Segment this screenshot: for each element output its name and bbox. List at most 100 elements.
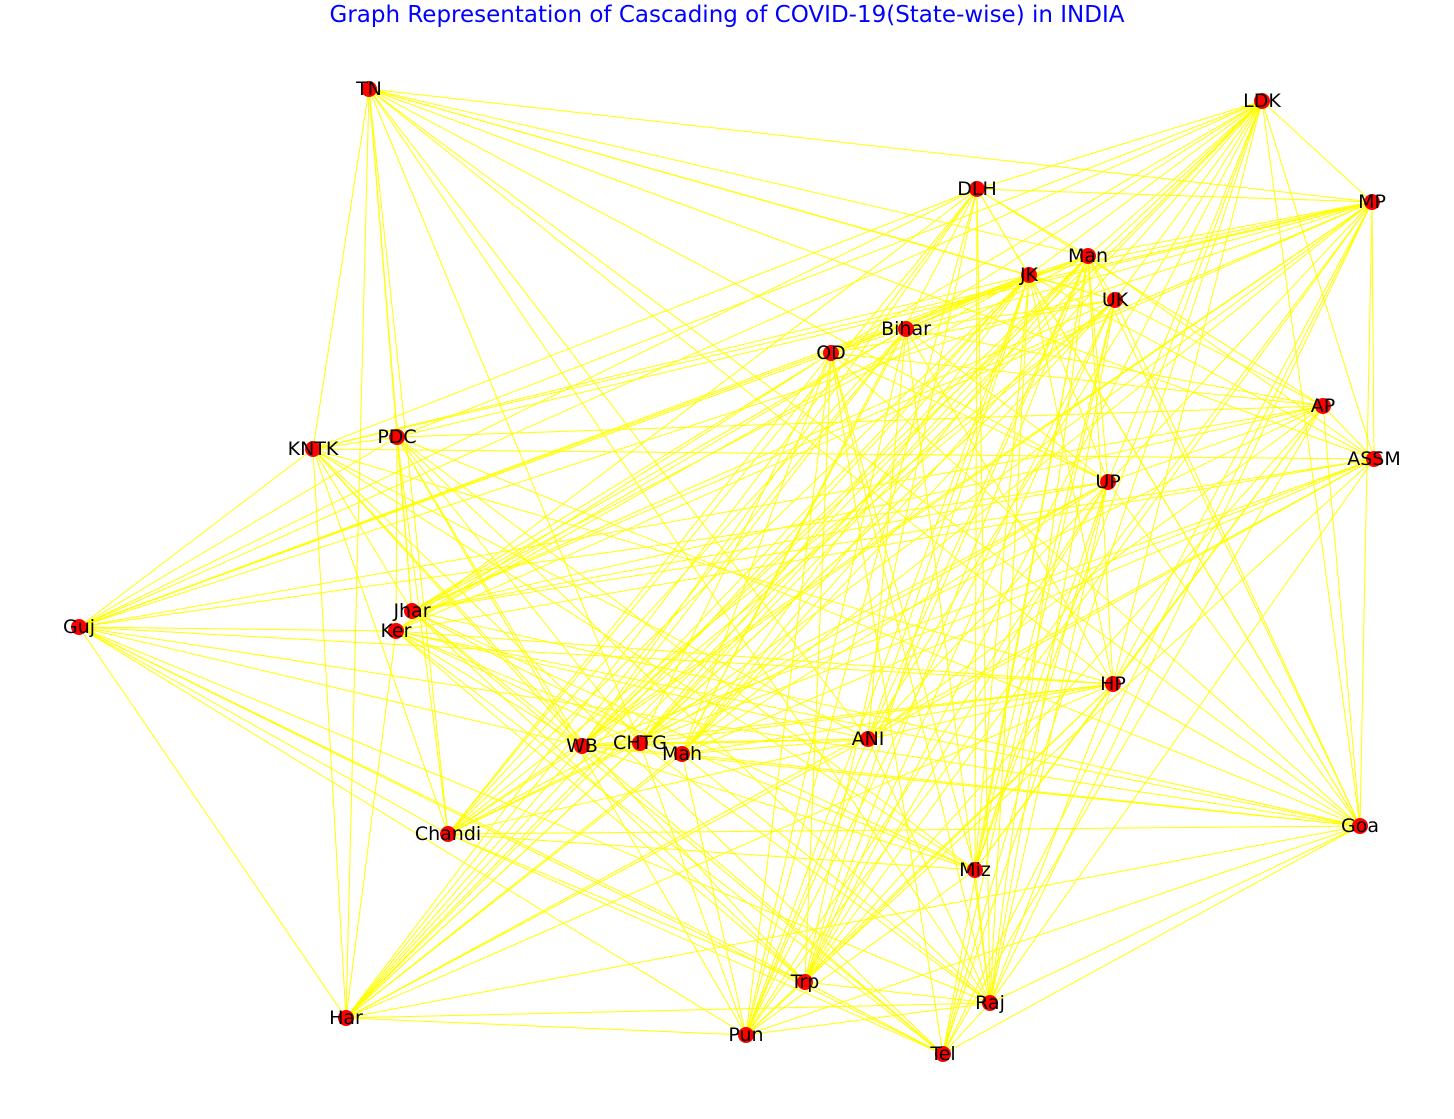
- edge-mp-tel: [942, 201, 1373, 1055]
- edge-assm-raj: [989, 458, 1375, 1004]
- node-kntk: [305, 441, 321, 457]
- edge-mah-ani: [681, 738, 869, 755]
- edge-pdc-pun: [396, 436, 747, 1036]
- edge-jk-mah: [681, 274, 1030, 755]
- node-label-ker: Ker: [380, 620, 411, 642]
- node-label-trp: Trp: [790, 971, 820, 993]
- node-label-tel: Tel: [929, 1043, 955, 1065]
- edge-kntk-pdc: [312, 436, 398, 450]
- edge-mp-ani: [867, 201, 1373, 740]
- node-label-ani: ANI: [852, 728, 885, 750]
- edge-jk-od: [830, 274, 1030, 354]
- edge-ap-ani: [867, 405, 1324, 740]
- edge-up-guj: [78, 481, 1109, 628]
- edge-mp-bihar: [905, 201, 1373, 330]
- edge-ap-pdc: [396, 405, 1324, 438]
- edge-tn-man: [368, 88, 1089, 257]
- edge-dlh-chandi: [447, 188, 978, 835]
- chart-title: Graph Representation of Cascading of COV…: [329, 2, 1125, 28]
- edge-ap-guj: [78, 405, 1324, 628]
- node-label-mah: Mah: [662, 743, 702, 765]
- edge-ap-up: [1107, 405, 1324, 483]
- node-label-jhar: Jhar: [392, 600, 430, 622]
- edge-hp-wb: [581, 683, 1114, 747]
- node-har: [338, 1010, 354, 1026]
- node-label-chandi: Chandi: [415, 823, 481, 845]
- node-label-mp: MP: [1358, 191, 1386, 213]
- edge-ker-wb: [395, 630, 583, 747]
- edge-man-wb: [581, 255, 1089, 747]
- edge-dlh-trp: [804, 188, 978, 983]
- edge-jk-assm: [1028, 274, 1375, 460]
- edge-up-chtg: [639, 481, 1109, 744]
- node-label-chtg: CHTG: [613, 732, 667, 754]
- node-label-pdc: PDC: [377, 426, 416, 448]
- node-uk: [1107, 292, 1123, 308]
- edge-man-jhar: [411, 255, 1089, 612]
- edge-kntk-jhar: [312, 448, 413, 612]
- edge-od-tel: [830, 352, 944, 1055]
- edge-jk-chtg: [639, 274, 1030, 744]
- edge-dlh-har: [345, 188, 978, 1019]
- edge-ker-tel: [395, 630, 944, 1055]
- edge-jhar-miz: [411, 610, 976, 871]
- edge-kntk-hp: [312, 448, 1114, 685]
- edge-jhar-tel: [411, 610, 944, 1055]
- node-chtg: [632, 735, 648, 751]
- edge-bihar-up: [905, 328, 1109, 483]
- edge-chtg-har: [345, 742, 641, 1019]
- edge-miz-raj: [974, 869, 991, 1004]
- edge-hp-mah: [681, 683, 1114, 755]
- edge-goa-tel: [942, 825, 1361, 1055]
- edge-jhar-wb: [411, 610, 583, 747]
- edge-ldk-tel: [942, 100, 1263, 1055]
- node-label-miz: Miz: [959, 859, 991, 881]
- edge-jk-bihar: [905, 274, 1030, 330]
- edge-hp-miz: [974, 683, 1114, 871]
- edge-chandi-tel: [447, 833, 944, 1055]
- node-jk: [1021, 267, 1037, 283]
- edge-ker-har: [345, 630, 397, 1019]
- node-label-up: UP: [1095, 471, 1120, 493]
- edge-bihar-raj: [905, 328, 991, 1004]
- edge-ldk-uk: [1114, 100, 1263, 301]
- edge-ap-jhar: [411, 405, 1324, 612]
- edge-od-mah: [681, 352, 832, 755]
- node-ker: [388, 623, 404, 639]
- edge-up-goa: [1107, 481, 1361, 827]
- edge-ldk-man: [1087, 100, 1263, 257]
- edge-ldk-trp: [804, 100, 1263, 983]
- edge-bihar-pun: [745, 328, 907, 1036]
- node-label-kntk: KNTK: [288, 438, 339, 460]
- edge-jk-chandi: [447, 274, 1030, 835]
- edge-bihar-od: [830, 328, 907, 354]
- edge-goa-har: [345, 825, 1361, 1019]
- edge-chtg-chandi: [447, 742, 641, 835]
- edge-mp-pun: [745, 201, 1373, 1036]
- edge-wb-tel: [581, 745, 944, 1055]
- edge-jk-uk: [1028, 274, 1116, 301]
- node-miz: [967, 862, 983, 878]
- node-raj: [982, 995, 998, 1011]
- edge-up-chandi: [447, 481, 1109, 835]
- nodes-layer: [71, 81, 1382, 1062]
- edge-tn-har: [345, 88, 370, 1019]
- edge-mp-guj: [78, 201, 1373, 628]
- edge-mp-trp: [804, 201, 1373, 983]
- edge-goa-chandi: [447, 825, 1361, 835]
- edge-od-ap: [830, 352, 1324, 407]
- edge-hp-chandi: [447, 683, 1114, 835]
- edge-ldk-mp: [1261, 100, 1373, 203]
- edge-assm-ani: [867, 458, 1375, 740]
- edge-kntk-tel: [312, 448, 944, 1055]
- node-dlh: [969, 181, 985, 197]
- edge-kntk-guj: [78, 448, 314, 628]
- node-label-bihar: Bihar: [881, 318, 931, 340]
- edge-kntk-har: [312, 448, 347, 1019]
- edge-jhar-trp: [411, 610, 806, 983]
- edge-tn-uk: [368, 88, 1116, 301]
- edge-guj-chandi: [78, 626, 449, 835]
- edge-uk-jhar: [411, 299, 1116, 612]
- edge-ldk-guj: [78, 100, 1263, 628]
